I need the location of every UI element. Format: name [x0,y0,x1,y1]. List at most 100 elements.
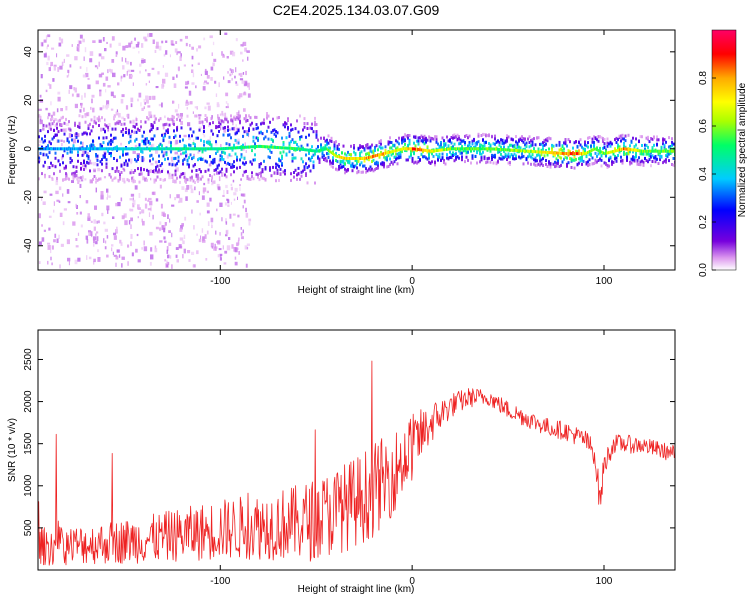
spectrogram-cell [611,142,613,146]
spectrogram-noise-cell [54,233,57,238]
spectrogram-cell [275,134,277,138]
spectrogram-ridge-cell [439,148,441,152]
spectrogram-cell [263,121,265,125]
spectrogram-noise-cell [141,43,144,48]
spectrogram-cell [293,156,295,160]
spectrogram-cell [263,177,265,181]
spectrogram-cell [93,115,96,119]
spectrogram-cell [95,154,97,158]
spectrogram-cell [306,127,309,130]
spectrogram-cell [402,135,405,139]
spectrogram-ridge-cell [274,145,276,149]
spectrogram-cell [644,157,646,160]
spectrogram-noise-cell [147,208,152,211]
spectrogram-ridge-cell [651,149,653,153]
spectrogram-cell [197,173,199,177]
spectrogram-noise-cell [59,264,61,269]
spectrogram-cell [150,137,153,141]
spectrogram-noise-cell [40,119,43,124]
spectrogram-cell [270,137,273,141]
spectrogram-noise-cell [141,107,144,111]
spectrogram-cell [570,166,573,169]
spectrogram-cell [224,173,226,177]
spectrogram-ridge-cell [522,149,524,153]
spectrogram-cell [423,155,426,159]
spectrogram-cell [225,118,228,122]
spectrogram-noise-cell [102,105,105,109]
spectrogram-cell [485,134,487,138]
spectrogram-cell [653,136,655,140]
spectrogram-cell [321,150,324,153]
spectrogram-cell [108,152,111,155]
spectrogram-cell [135,137,138,141]
spectrogram-cell [72,165,75,169]
spectrogram-cell [189,153,192,157]
spectrogram-noise-cell [42,127,45,131]
spectrogram-cell [66,176,69,180]
spectrogram-noise-cell [82,175,84,179]
spectrogram-cell [192,156,195,160]
spectrogram-cell [519,146,522,150]
spectrogram-ridge-cell [236,146,238,150]
spectrogram-cell [252,158,255,162]
spectrogram-noise-cell [143,59,146,63]
spectrogram-ridge-cell [545,150,547,154]
spectrogram-ridge-cell [441,148,443,152]
spectrogram-cell [51,137,54,141]
spectrogram-noise-cell [221,110,224,116]
spectrogram-noise-cell [144,101,146,105]
spectrogram-cell [420,134,423,138]
spectrogram-cell [381,161,384,165]
spectrogram-cell [431,160,433,164]
spectrogram-noise-cell [235,81,238,84]
spectrogram-noise-cell [225,184,228,189]
spectrogram-cell [129,171,132,175]
spectrogram-noise-cell [162,132,164,136]
spectrogram-noise-cell [182,240,185,245]
spectrogram-cell [237,141,240,145]
spectrogram-cell [119,120,121,124]
spectrogram-cell [561,149,564,152]
spectrogram-noise-cell [77,44,80,47]
spectrogram-ridge-cell [393,149,395,153]
spectrogram-cell [510,153,513,157]
spectrogram-noise-cell [132,46,136,49]
spectrogram-ridge-cell [263,145,265,149]
spectrogram-cell [75,174,78,178]
spectrogram-cell [537,136,540,140]
spectrogram-cell [327,134,330,138]
spectrogram-noise-cell [187,101,190,105]
spectrogram-cell [164,157,166,161]
spectrogram-ridge-cell [379,153,381,157]
spectrogram-cell [440,146,442,150]
spectrogram-cell [506,158,508,161]
spectrogram-cell [642,152,645,156]
spectrogram-cell [587,145,589,149]
spectrogram-ridge-cell [382,152,384,156]
spectrogram-noise-cell [138,193,141,198]
spectrogram-noise-cell [56,199,60,202]
spectrogram-ridge-cell [634,148,636,152]
spectrogram-cell [197,136,199,140]
spectrogram-ridge-cell [579,152,581,156]
spectrogram-cell [203,143,205,147]
spectrogram-cell [123,122,126,126]
spectrogram-cell [138,145,141,149]
spectrogram-noise-cell [63,58,65,63]
spectrogram-cell [155,117,157,121]
spectrogram-noise-cell [133,130,135,134]
spectrogram-noise-cell [59,65,63,70]
spectrogram-cell [453,159,456,163]
spectrogram-ridge-cell [541,150,543,154]
spectrogram-cell [144,120,147,124]
spectrogram-cell [230,118,232,122]
spectrogram-noise-cell [144,203,148,209]
spectrogram-cell [335,159,337,162]
spectrogram-ridge-cell [536,150,538,154]
spectrogram-ridge-cell [550,151,552,155]
spectrogram-noise-cell [127,69,131,73]
spectrogram-noise-cell [47,44,49,47]
spectrogram-cell [48,166,51,169]
spectrogram-ridge-cell [90,147,92,151]
spectrogram-cell [593,145,595,149]
